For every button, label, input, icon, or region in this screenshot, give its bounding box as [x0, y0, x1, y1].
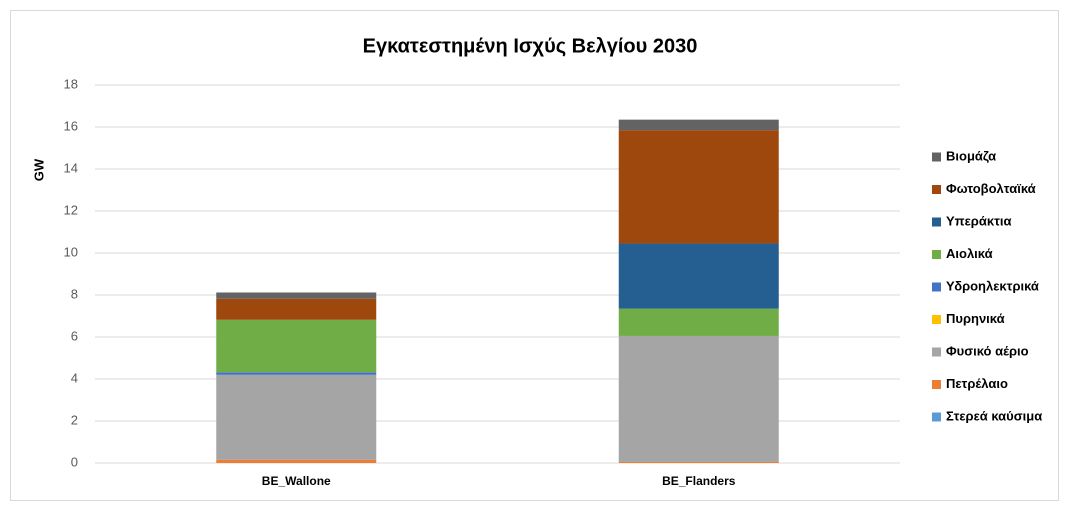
legend-label: Αιολικά [946, 246, 993, 261]
y-tick-label: 14 [64, 160, 78, 175]
bar-segment [216, 298, 377, 320]
chart-title: Εγκατεστημένη Ισχύς Βελγίου 2030 [363, 35, 698, 57]
x-tick-label: BE_Flanders [662, 474, 736, 488]
bar-segment [618, 335, 779, 462]
y-tick-label: 16 [64, 118, 78, 133]
y-tick-label: 2 [71, 412, 78, 427]
legend-swatch [932, 217, 941, 227]
legend-label: Πυρηνικά [946, 311, 1005, 326]
y-tick-label: 8 [71, 286, 78, 301]
legend-label: Φυσικό αέριο [946, 343, 1029, 358]
bar-segment [618, 461, 779, 463]
legend-label: Φωτοβολταϊκά [946, 181, 1036, 196]
legend-label: Υδροηλεκτρικά [946, 278, 1039, 293]
legend-label: Βιομάζα [946, 148, 996, 163]
legend-label: Υπεράκτια [946, 213, 1011, 228]
bar-segment [618, 130, 779, 244]
legend-swatch [932, 347, 941, 357]
bar-segment [618, 243, 779, 309]
legend-label: Πετρέλαιο [946, 376, 1008, 391]
legend-swatch [932, 282, 941, 292]
bar-segment [216, 292, 377, 299]
bar-segment [216, 374, 377, 460]
bar-segment [618, 119, 779, 131]
y-axis-label: GW [31, 158, 46, 181]
legend-swatch [932, 412, 941, 422]
chart-border [10, 10, 1059, 501]
y-tick-label: 6 [71, 328, 78, 343]
legend-swatch [932, 380, 941, 389]
legend-swatch [932, 250, 941, 259]
legend-swatch [932, 315, 941, 324]
bar-segment [216, 459, 377, 463]
y-tick-label: 10 [64, 244, 78, 259]
y-tick-label: 0 [71, 454, 78, 469]
legend-swatch [932, 152, 941, 162]
legend-swatch [932, 185, 941, 194]
bar-segment [216, 319, 377, 373]
bar-segment [216, 372, 377, 375]
bar-segment [618, 308, 779, 336]
y-tick-label: 12 [64, 202, 78, 217]
y-tick-label: 4 [71, 370, 78, 385]
legend-label: Στερεά καύσιμα [946, 408, 1042, 423]
y-tick-label: 18 [64, 76, 78, 91]
x-tick-label: BE_Wallone [262, 474, 331, 488]
